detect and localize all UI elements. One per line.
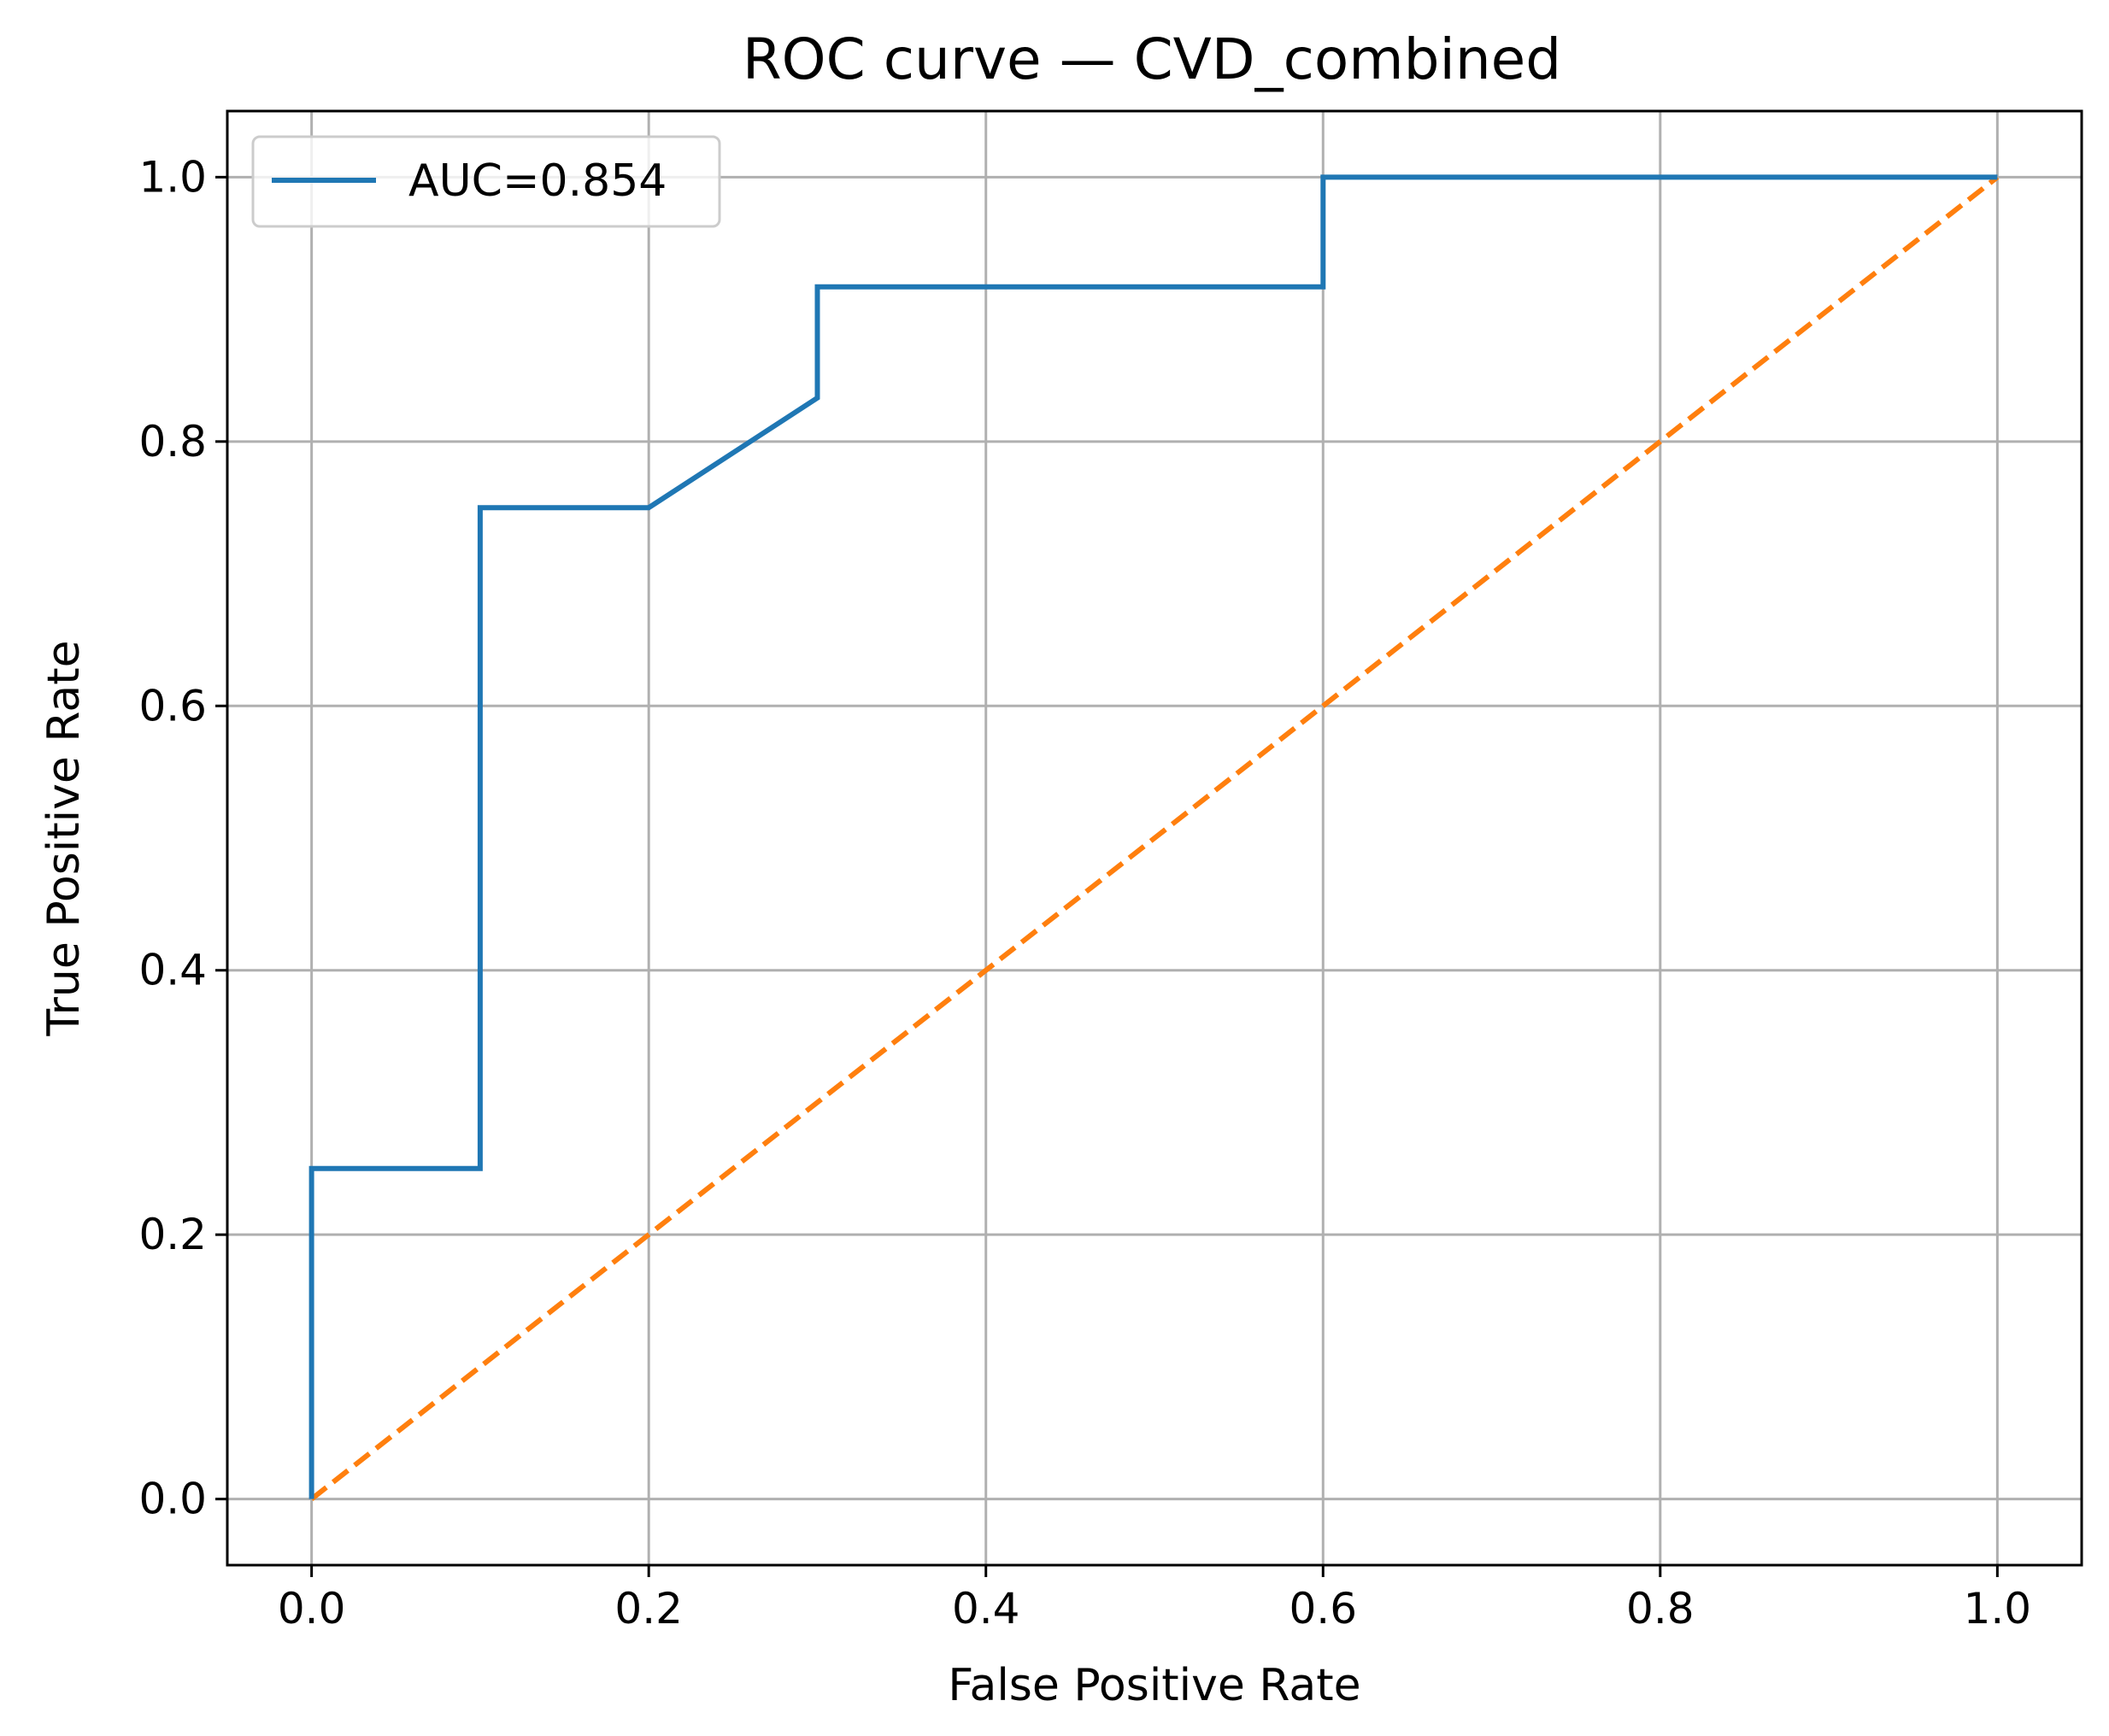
y-tick-label: 0.4 — [138, 946, 207, 995]
series-lines — [308, 174, 2000, 1501]
legend-label: AUC=0.854 — [408, 155, 667, 207]
axis-ticks: 0.0 0.2 0.4 0.6 0.8 1.0 0.0 0.2 0.4 0.6 0.8 1.0 — [138, 152, 2031, 1633]
x-tick-label: 0.2 — [614, 1584, 683, 1633]
y-axis-label: True Positive Rate — [38, 640, 90, 1036]
y-tick-label: 1.0 — [138, 152, 207, 202]
plot-area-frame — [226, 109, 2083, 1567]
x-tick-label: 0.6 — [1289, 1584, 1358, 1633]
x-tick-label: 0.4 — [952, 1584, 1020, 1633]
roc-curve-line — [308, 174, 1998, 1499]
chance-diagonal-line — [309, 175, 2000, 1501]
x-tick-label: 0.8 — [1626, 1584, 1695, 1633]
y-tick-label: 0.6 — [138, 681, 207, 730]
x-axis-label: False Positive Rate — [948, 1660, 1360, 1711]
chart-title: ROC curve — CVD_combined — [743, 26, 1561, 92]
x-tick-label: 0.0 — [278, 1584, 346, 1633]
legend-box — [251, 135, 721, 228]
legend: AUC=0.854 — [251, 135, 721, 228]
y-tick-label: 0.0 — [138, 1475, 207, 1524]
y-tick-label: 0.8 — [138, 417, 207, 466]
x-tick-label: 1.0 — [1964, 1584, 2032, 1633]
y-tick-label: 0.2 — [138, 1210, 207, 1259]
